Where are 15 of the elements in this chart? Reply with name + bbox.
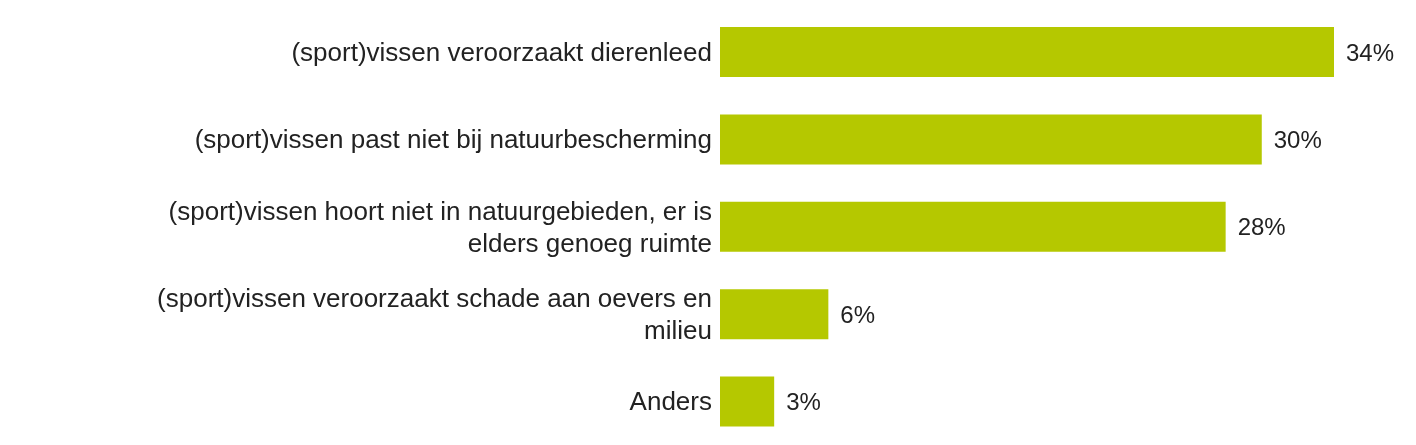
bar — [720, 376, 775, 427]
bar — [720, 289, 829, 340]
y-tick-label: Anders — [629, 386, 712, 417]
bar — [720, 27, 1334, 77]
bar — [720, 201, 1226, 252]
y-tick-label: (sport)vissen past niet bij natuurbescherming — [194, 124, 712, 155]
data-label: 30% — [1273, 125, 1322, 153]
data-label: 6% — [840, 300, 876, 328]
data-label: 3% — [786, 388, 821, 416]
y-tick-label: (sport)vissen hoort niet in natuurgebieden, er is elders genoeg ruimte — [168, 195, 712, 258]
bar — [720, 114, 1262, 165]
data-label: 28% — [1237, 213, 1286, 241]
y-tick-label: (sport)vissen veroorzaakt schade aan oevers en milieu — [157, 282, 712, 345]
y-tick-label: (sport)vissen veroorzaakt dierenleed — [291, 36, 712, 67]
data-label: 34% — [1346, 38, 1395, 66]
